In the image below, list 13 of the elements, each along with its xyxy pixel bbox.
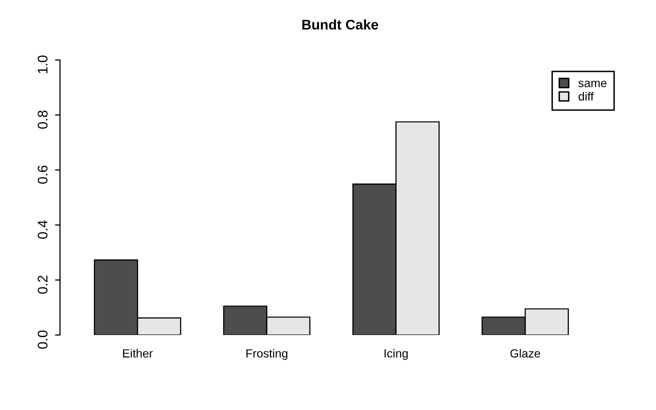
chart-title: Bundt Cake [302, 19, 378, 30]
y-tick-label: 0.0 [38, 330, 48, 349]
legend-label: diff [578, 92, 594, 101]
x-tick-label: Either [123, 348, 153, 358]
y-tick-label: 0.4 [38, 220, 48, 239]
legend-label: same [578, 80, 606, 88]
y-tick-label: 1.0 [38, 56, 48, 74]
y-tick-label: 0.8 [38, 110, 48, 129]
x-tick-label: Icing [384, 348, 408, 360]
y-tick-label: 0.2 [38, 276, 48, 294]
x-tick-label: Frosting [246, 348, 288, 360]
y-tick-label: 0.6 [38, 166, 48, 184]
x-tick-label: Glaze [510, 348, 540, 358]
